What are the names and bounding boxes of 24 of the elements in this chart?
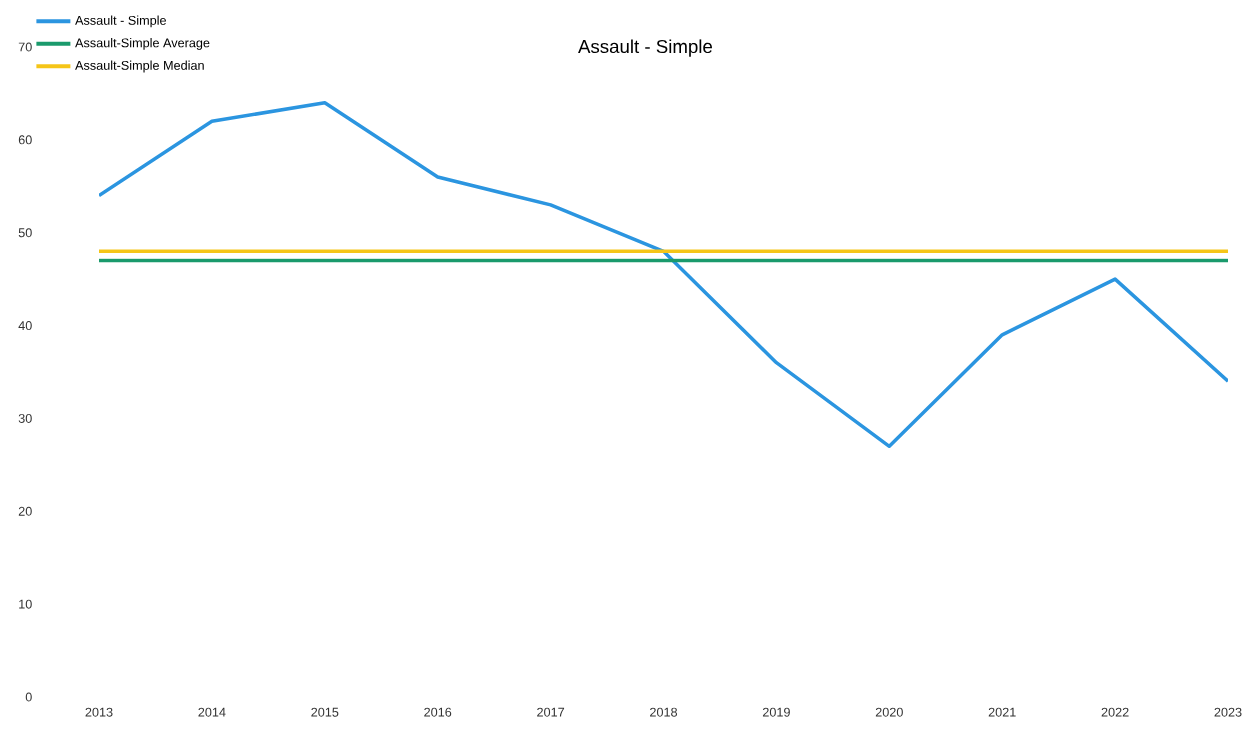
y-tick-label: 60 xyxy=(18,135,32,145)
y-tick-label: 40 xyxy=(18,321,32,331)
x-tick-label: 2023 xyxy=(1214,707,1242,717)
x-tick-label: 2022 xyxy=(1101,707,1129,717)
chart-title: Assault - Simple xyxy=(578,39,713,57)
x-tick-label: 2016 xyxy=(424,707,452,717)
y-tick-label: 50 xyxy=(18,228,32,238)
y-tick-label: 20 xyxy=(18,506,32,516)
y-tick-label: 10 xyxy=(19,599,32,609)
x-tick-label: 2015 xyxy=(311,707,339,717)
y-tick-label: 30 xyxy=(18,413,32,423)
legend-label: Assault-Simple Average xyxy=(75,38,210,50)
y-tick-label: 70 xyxy=(18,42,32,52)
y-tick-label: 0 xyxy=(25,692,32,702)
x-tick-label: 2018 xyxy=(650,707,678,717)
x-tick-label: 2014 xyxy=(198,707,226,717)
line-series xyxy=(99,100,1229,449)
x-tick-label: 2017 xyxy=(537,707,565,717)
x-tick-label: 2020 xyxy=(875,707,903,717)
legend-label: Assault - Simple xyxy=(75,15,166,28)
legend-label: Assault-Simple Median xyxy=(75,60,204,73)
x-tick-label: 2013 xyxy=(85,707,113,717)
x-tick-label: 2019 xyxy=(762,707,790,717)
x-tick-label: 2021 xyxy=(988,707,1016,717)
